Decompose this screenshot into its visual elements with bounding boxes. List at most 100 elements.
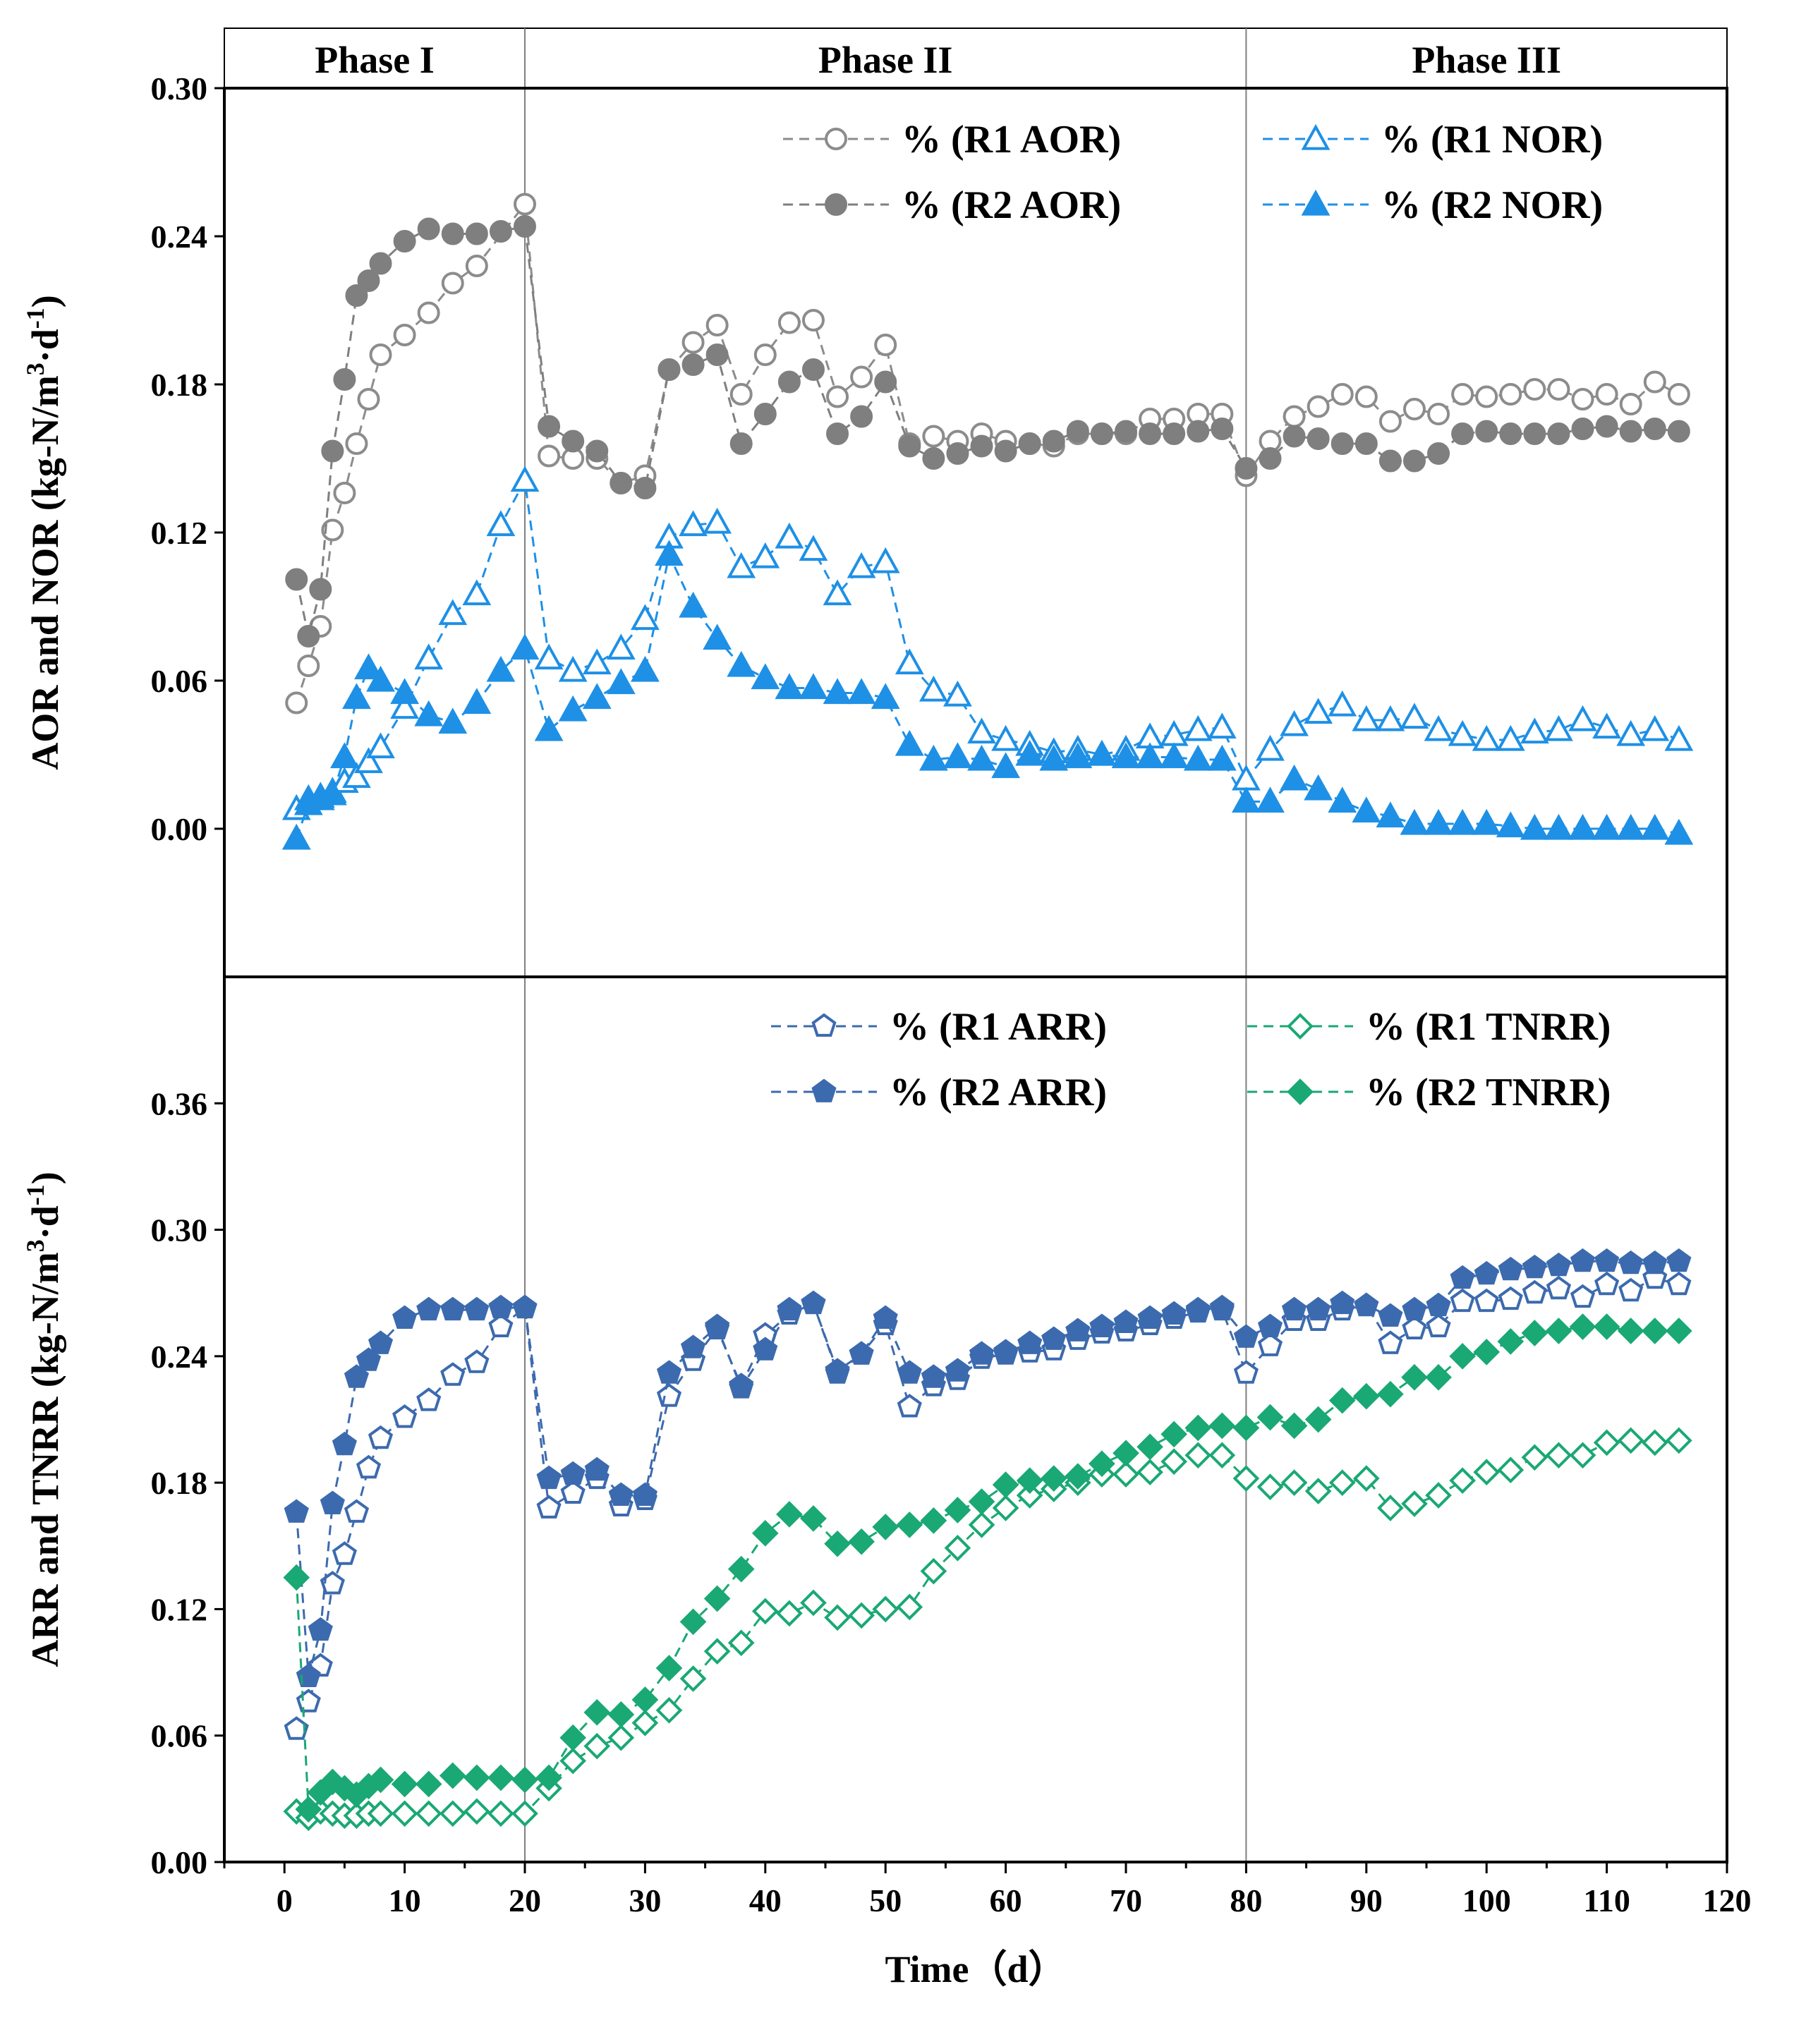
data-point-r2-tnrr xyxy=(1403,1366,1426,1389)
data-point-r1-arr xyxy=(466,1351,488,1372)
data-point-r1-aor xyxy=(1309,397,1328,417)
data-point-r2-aor xyxy=(756,404,775,424)
data-point-r1-nor xyxy=(465,583,489,604)
data-point-r2-arr xyxy=(851,1343,872,1363)
data-point-r2-nor xyxy=(585,686,609,708)
data-point-r1-tnrr xyxy=(1283,1471,1306,1494)
data-point-r1-nor xyxy=(633,607,657,629)
bottom-ytick-label: 0.24 xyxy=(151,1339,208,1375)
data-point-r1-aor xyxy=(539,446,559,466)
data-point-r2-aor xyxy=(322,442,342,461)
data-point-r1-aor xyxy=(298,656,318,676)
data-point-r1-aor xyxy=(1573,389,1593,409)
data-point-r1-aor xyxy=(395,325,415,345)
top-ytick-label: 0.30 xyxy=(151,71,208,107)
xtick-label: 50 xyxy=(869,1882,902,1918)
data-point-r1-tnrr xyxy=(1187,1444,1209,1466)
data-point-r2-tnrr xyxy=(610,1703,632,1726)
data-point-r2-aor xyxy=(1573,419,1593,439)
legend-item-r2-tnrr: % (R2 TNRR) xyxy=(1247,1071,1611,1114)
data-point-r1-arr xyxy=(298,1691,319,1711)
data-point-r2-tnrr xyxy=(418,1772,440,1795)
data-point-r2-tnrr xyxy=(394,1772,416,1795)
data-point-r1-aor xyxy=(804,310,823,330)
data-point-r2-aor xyxy=(1020,434,1040,454)
data-point-r2-aor xyxy=(467,224,487,244)
data-point-r2-tnrr xyxy=(1187,1416,1209,1439)
data-point-r1-tnrr xyxy=(754,1600,777,1622)
data-point-r2-aor xyxy=(684,355,703,375)
legend-label: % (R2 AOR) xyxy=(902,183,1121,227)
data-point-r2-arr xyxy=(1115,1311,1137,1332)
data-point-r2-arr xyxy=(1476,1263,1497,1283)
data-point-r2-aor xyxy=(1188,422,1208,442)
data-point-r2-aor xyxy=(395,231,415,251)
bottom-ytick-label: 0.30 xyxy=(151,1212,208,1248)
data-point-r1-aor xyxy=(1453,384,1472,404)
data-point-r2-tnrr xyxy=(1019,1469,1041,1492)
data-point-r1-aor xyxy=(1429,404,1448,424)
xtick-label: 0 xyxy=(277,1882,293,1918)
data-point-r1-aor xyxy=(732,384,751,404)
data-point-r1-arr xyxy=(1500,1288,1521,1308)
data-point-r1-arr xyxy=(1452,1290,1473,1310)
data-point-r1-nor xyxy=(441,602,465,624)
data-point-r2-nor xyxy=(1331,790,1354,812)
data-point-r1-nor xyxy=(489,513,513,535)
top-ytick-label: 0.06 xyxy=(151,663,208,699)
data-point-r2-aor xyxy=(1164,424,1184,444)
data-point-r2-aor xyxy=(1597,417,1617,437)
data-point-r2-arr xyxy=(1644,1252,1666,1272)
legend-marker xyxy=(813,1081,835,1101)
data-point-r2-nor xyxy=(1234,790,1258,812)
data-point-r1-arr xyxy=(1548,1277,1570,1298)
xtick-label: 30 xyxy=(629,1882,661,1918)
data-point-r2-nor xyxy=(1283,767,1307,789)
data-point-r1-arr xyxy=(1572,1286,1593,1306)
data-point-r2-nor xyxy=(1402,812,1426,834)
data-point-r1-nor xyxy=(897,652,921,674)
data-point-r1-aor xyxy=(756,345,775,365)
data-point-r2-tnrr xyxy=(1668,1320,1690,1342)
data-point-r2-tnrr xyxy=(442,1764,464,1787)
data-point-r1-tnrr xyxy=(1403,1492,1426,1515)
data-point-r2-aor xyxy=(1645,419,1665,439)
xtick-label: 120 xyxy=(1703,1882,1752,1918)
data-point-r1-arr xyxy=(490,1315,511,1336)
data-point-r1-nor xyxy=(1595,716,1619,738)
data-point-r1-nor xyxy=(729,555,753,577)
data-point-r2-arr xyxy=(1356,1294,1377,1315)
data-point-r1-nor xyxy=(537,647,561,669)
series-r2-tnrr xyxy=(285,1315,1690,1820)
data-point-r2-arr xyxy=(1428,1294,1450,1315)
data-point-r2-tnrr xyxy=(706,1587,729,1610)
data-point-r2-arr xyxy=(658,1362,679,1382)
data-point-r2-arr xyxy=(1259,1315,1280,1336)
data-point-r2-nor xyxy=(801,676,825,698)
data-point-r2-nor xyxy=(729,654,753,676)
data-point-r1-nor xyxy=(417,647,441,669)
legend-label: % (R2 TNRR) xyxy=(1366,1071,1611,1114)
data-point-r1-aor xyxy=(1548,379,1568,399)
data-point-r2-nor xyxy=(609,671,633,693)
data-point-r2-arr xyxy=(586,1459,608,1479)
data-point-r2-nor xyxy=(753,667,777,688)
data-point-r1-tnrr xyxy=(778,1602,801,1624)
data-point-r1-arr xyxy=(358,1456,379,1477)
data-point-r2-arr xyxy=(875,1307,896,1327)
data-point-r2-arr xyxy=(1307,1298,1329,1319)
data-point-r2-aor xyxy=(611,473,631,493)
data-point-r2-nor xyxy=(705,627,729,649)
data-point-r2-nor xyxy=(1546,817,1570,839)
data-point-r2-arr xyxy=(562,1463,584,1483)
data-point-r1-aor xyxy=(708,315,727,335)
data-point-r1-nor xyxy=(1667,728,1691,750)
data-point-r2-arr xyxy=(706,1315,728,1336)
data-point-r2-arr xyxy=(899,1362,920,1382)
data-point-r1-tnrr xyxy=(1523,1446,1546,1468)
legend-marker xyxy=(813,1015,835,1035)
data-point-r1-aor xyxy=(515,195,535,214)
series-line-r2-nor xyxy=(296,555,1679,839)
data-point-r1-nor xyxy=(1522,721,1546,743)
data-point-r1-arr xyxy=(442,1364,464,1385)
